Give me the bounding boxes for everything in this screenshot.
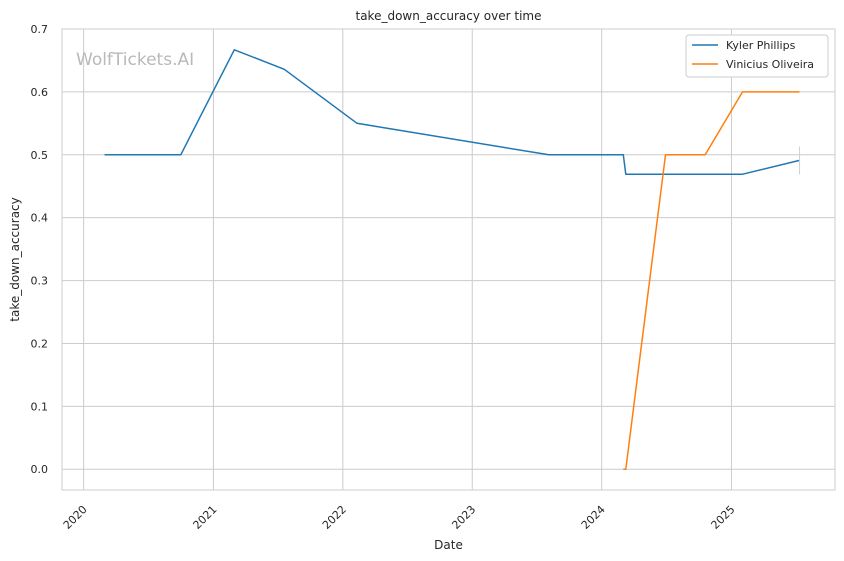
legend-label-kyler-phillips: Kyler Phillips [726,39,796,52]
y-tick-label: 0.1 [31,400,49,413]
x-axis-label: Date [434,538,463,552]
y-axis-label: take_down_accuracy [8,197,22,321]
legend-box [685,34,829,78]
y-tick-label: 0.4 [31,212,49,225]
plot-frame [61,28,836,491]
series-line-vinicius-oliveira [623,91,800,470]
y-tick-label: 0.0 [31,463,49,476]
series-line-kyler-phillips [104,49,800,176]
series-layer [104,49,801,470]
legend-label-vinicius-oliveira: Vinicius Oliveira [726,58,814,71]
y-tick-label: 0.7 [31,23,49,36]
chart-title: take_down_accuracy over time [356,9,542,23]
watermark: WolfTickets.AI [76,50,194,70]
y-tick-label: 0.5 [31,149,49,162]
y-tick-label: 0.6 [31,86,49,99]
y-tick-label: 0.3 [31,275,49,288]
y-tick-label: 0.2 [31,337,49,350]
legend: Kyler Phillips Vinicius Oliveira [685,34,829,78]
